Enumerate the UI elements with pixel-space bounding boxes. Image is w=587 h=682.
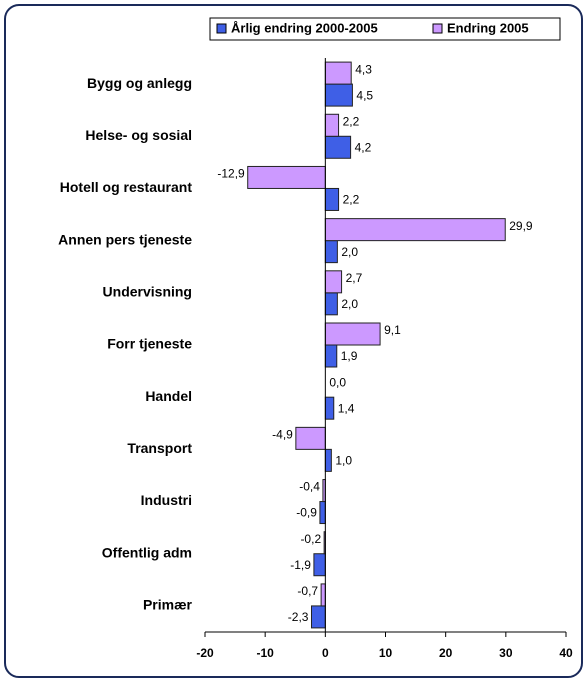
- bar: [319, 501, 326, 525]
- data-label: 1,9: [341, 349, 358, 363]
- x-tick-label: 20: [439, 646, 453, 660]
- bar: [324, 396, 335, 420]
- category-label: Transport: [127, 440, 192, 456]
- x-tick-label: 0: [322, 646, 329, 660]
- bar: [324, 218, 506, 242]
- category-label: Helse- og sosial: [85, 127, 192, 143]
- bar: [295, 426, 326, 450]
- data-label: -0,9: [296, 506, 317, 520]
- bar: [324, 83, 353, 107]
- x-tick-label: -20: [196, 646, 214, 660]
- data-label: 2,2: [343, 114, 360, 128]
- data-label: -1,9: [290, 558, 311, 572]
- data-label: 4,5: [356, 88, 373, 102]
- data-label: -0,4: [299, 480, 320, 494]
- data-label: 2,0: [341, 245, 358, 259]
- bar: [324, 344, 338, 368]
- data-label: -0,7: [297, 584, 318, 598]
- data-label: 1,0: [335, 454, 352, 468]
- data-label: -12,9: [217, 167, 245, 181]
- bar: [324, 322, 381, 346]
- bar: [324, 448, 332, 472]
- data-label: 9,1: [384, 323, 401, 337]
- bar: [324, 61, 352, 85]
- bar: [324, 187, 340, 211]
- data-label: 1,4: [338, 401, 355, 415]
- data-label: 2,0: [341, 297, 358, 311]
- x-tick-label: -10: [256, 646, 274, 660]
- data-label: 2,7: [346, 271, 363, 285]
- bar: [324, 240, 338, 264]
- x-tick-label: 40: [559, 646, 573, 660]
- legend-box: [209, 17, 561, 41]
- data-label: 4,2: [355, 140, 372, 154]
- category-label: Offentlig adm: [102, 544, 192, 560]
- category-label: Undervisning: [103, 284, 192, 300]
- x-tick-label: 10: [379, 646, 393, 660]
- bar: [324, 113, 340, 137]
- bar: [310, 605, 326, 629]
- bar: [247, 165, 326, 189]
- bar: [324, 270, 343, 294]
- data-label: 29,9: [509, 219, 533, 233]
- data-label: -0,2: [300, 532, 321, 546]
- data-label: 4,3: [355, 62, 372, 76]
- bar: [313, 553, 326, 577]
- legend-swatch: [432, 23, 443, 34]
- bar: [320, 583, 326, 607]
- category-label: Bygg og anlegg: [87, 75, 192, 91]
- data-label: -4,9: [272, 428, 293, 442]
- legend-label: Endring 2005: [447, 20, 529, 35]
- data-label: 2,2: [343, 193, 360, 207]
- category-label: Industri: [141, 492, 192, 508]
- category-label: Primær: [143, 597, 193, 613]
- category-label: Handel: [145, 388, 192, 404]
- data-label: 0,0: [329, 375, 346, 389]
- bar: [324, 135, 352, 159]
- category-label: Annen pers tjeneste: [58, 231, 192, 247]
- legend-label: Årlig endring 2000-2005: [231, 20, 378, 35]
- bar: [324, 292, 338, 316]
- frame: [4, 4, 583, 678]
- data-label: -2,3: [288, 610, 309, 624]
- x-tick-label: 30: [499, 646, 513, 660]
- legend-swatch: [216, 23, 227, 34]
- category-label: Hotell og restaurant: [60, 179, 193, 195]
- category-label: Forr tjeneste: [107, 336, 192, 352]
